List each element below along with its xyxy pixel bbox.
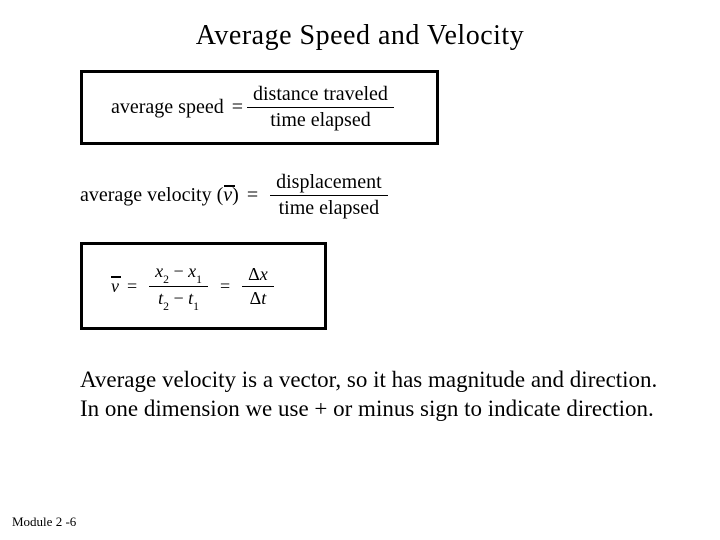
- equals-sign: =: [232, 96, 243, 119]
- equals-sign: =: [239, 184, 266, 207]
- velocity-expanded-equation: v = x2 − x1 t2 − t1 = Δx Δt: [111, 261, 278, 311]
- delta-fraction: Δx Δt: [242, 264, 274, 309]
- slide-footer: Module 2 -6: [12, 514, 76, 530]
- x2-sub: 2: [163, 273, 169, 286]
- delta-symbol: Δ: [250, 288, 262, 308]
- x-var: x: [260, 264, 268, 284]
- slide-title: Average Speed and Velocity: [0, 0, 720, 62]
- speed-fraction: distance traveled time elapsed: [247, 83, 394, 132]
- v-bar-symbol: v: [111, 276, 119, 297]
- minus-sign: −: [169, 288, 188, 308]
- t1-sub: 1: [193, 300, 199, 313]
- speed-numerator: distance traveled: [247, 83, 394, 108]
- x1-sub: 1: [196, 273, 202, 286]
- equals-sign: =: [212, 276, 238, 297]
- avg-velocity-label-close: ): [232, 184, 239, 207]
- equals-sign: =: [119, 276, 145, 297]
- velocity-fraction: displacement time elapsed: [270, 171, 388, 220]
- avg-velocity-label-text: average velocity (: [80, 184, 223, 207]
- average-speed-equation: average speed = distance traveled time e…: [111, 83, 398, 132]
- delta-symbol: Δ: [248, 264, 260, 284]
- t-var: t: [261, 288, 266, 308]
- body-paragraph: Average velocity is a vector, so it has …: [80, 366, 660, 424]
- minus-sign: −: [169, 261, 188, 281]
- formula-box-speed: average speed = distance traveled time e…: [80, 70, 439, 145]
- xt-fraction: x2 − x1 t2 − t1: [149, 261, 208, 311]
- v-bar-symbol: v: [223, 184, 232, 207]
- delta-t: Δt: [244, 287, 273, 309]
- avg-speed-label: average speed: [111, 96, 232, 119]
- x1-var: x: [188, 261, 196, 281]
- xt-numerator: x2 − x1: [149, 261, 208, 287]
- speed-denominator: time elapsed: [264, 108, 377, 132]
- delta-x: Δx: [242, 264, 274, 287]
- formula-box-velocity-expanded: v = x2 − x1 t2 − t1 = Δx Δt: [80, 242, 327, 330]
- x2-var: x: [155, 261, 163, 281]
- average-velocity-definition: average velocity ( v ) = displacement ti…: [80, 171, 720, 220]
- t2-sub: 2: [163, 300, 169, 313]
- velocity-denominator: time elapsed: [273, 196, 386, 220]
- velocity-numerator: displacement: [270, 171, 388, 196]
- xt-denominator: t2 − t1: [152, 287, 205, 312]
